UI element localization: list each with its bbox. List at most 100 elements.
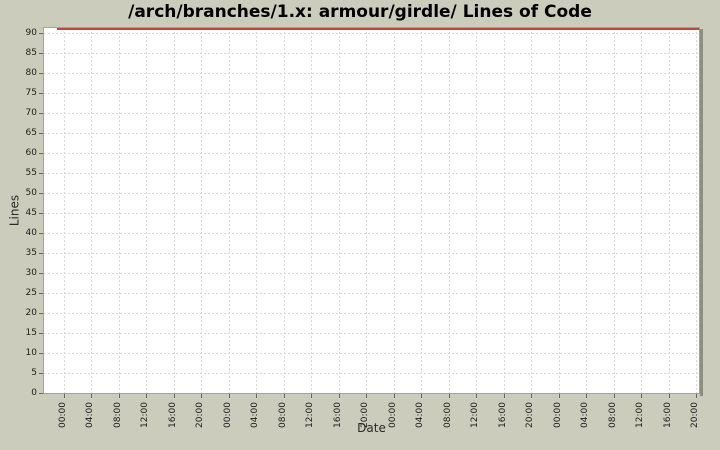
y-tick-25 bbox=[39, 293, 43, 294]
y-tick-label-5: 5 bbox=[31, 368, 37, 378]
y-tick-label-20: 20 bbox=[25, 308, 37, 318]
gridline-v-11 bbox=[366, 28, 368, 393]
y-tick-label-0: 0 bbox=[31, 388, 37, 398]
x-tick-21 bbox=[641, 394, 643, 398]
x-tick-2 bbox=[118, 394, 120, 398]
plot-area bbox=[43, 27, 700, 394]
y-tick-55 bbox=[39, 173, 43, 174]
y-tick-label-25: 25 bbox=[25, 288, 37, 298]
y-tick-35 bbox=[39, 253, 43, 254]
x-tick-16 bbox=[503, 394, 505, 398]
y-tick-70 bbox=[39, 113, 43, 114]
y-tick-label-60: 60 bbox=[25, 148, 37, 158]
y-tick-label-80: 80 bbox=[25, 68, 37, 78]
x-tick-7 bbox=[256, 394, 258, 398]
y-tick-90 bbox=[39, 33, 43, 34]
y-tick-label-70: 70 bbox=[25, 108, 37, 118]
x-tick-5 bbox=[201, 394, 203, 398]
gridline-v-18 bbox=[558, 28, 560, 393]
x-tick-9 bbox=[311, 394, 313, 398]
y-tick-0 bbox=[39, 393, 43, 394]
loc-series-line bbox=[57, 28, 699, 30]
x-tick-19 bbox=[586, 394, 588, 398]
gridline-h-40 bbox=[44, 233, 699, 234]
x-tick-23 bbox=[696, 394, 698, 398]
y-tick-40 bbox=[39, 233, 43, 234]
gridline-v-0 bbox=[64, 28, 65, 393]
gridline-v-22 bbox=[668, 28, 670, 393]
y-tick-75 bbox=[39, 93, 43, 94]
gridline-v-3 bbox=[146, 28, 148, 393]
x-tick-0 bbox=[64, 394, 65, 398]
gridline-h-80 bbox=[44, 73, 699, 74]
gridline-v-19 bbox=[586, 28, 588, 393]
x-tick-11 bbox=[366, 394, 368, 398]
y-tick-85 bbox=[39, 53, 43, 54]
gridline-v-1 bbox=[91, 28, 93, 393]
y-tick-30 bbox=[39, 273, 43, 274]
gridline-h-55 bbox=[44, 173, 699, 174]
y-tick-label-10: 10 bbox=[25, 348, 37, 358]
chart-title: /arch/branches/1.x: armour/girdle/ Lines… bbox=[128, 2, 592, 22]
y-tick-15 bbox=[39, 333, 43, 334]
plot-shadow bbox=[700, 29, 703, 396]
gridline-h-70 bbox=[44, 113, 699, 114]
gridline-h-65 bbox=[44, 133, 699, 134]
y-tick-label-35: 35 bbox=[25, 248, 37, 258]
y-tick-label-85: 85 bbox=[25, 48, 37, 58]
gridline-h-30 bbox=[44, 273, 699, 274]
y-tick-10 bbox=[39, 353, 43, 354]
y-tick-80 bbox=[39, 73, 43, 74]
x-tick-4 bbox=[173, 394, 175, 398]
gridline-h-10 bbox=[44, 353, 699, 354]
gridline-h-25 bbox=[44, 293, 699, 294]
gridline-v-13 bbox=[421, 28, 423, 393]
x-tick-12 bbox=[393, 394, 395, 398]
gridline-h-90 bbox=[44, 33, 699, 34]
y-tick-label-15: 15 bbox=[25, 328, 37, 338]
x-tick-15 bbox=[476, 394, 478, 398]
gridline-v-16 bbox=[503, 28, 505, 393]
gridline-v-14 bbox=[448, 28, 450, 393]
y-tick-65 bbox=[39, 133, 43, 134]
y-tick-label-30: 30 bbox=[25, 268, 37, 278]
gridline-h-5 bbox=[44, 373, 699, 374]
gridline-v-23 bbox=[696, 28, 698, 393]
x-tick-17 bbox=[531, 394, 533, 398]
gridline-v-9 bbox=[311, 28, 313, 393]
x-axis-title: Date bbox=[357, 421, 386, 435]
y-tick-label-50: 50 bbox=[25, 188, 37, 198]
y-tick-50 bbox=[39, 193, 43, 194]
gridline-v-17 bbox=[531, 28, 533, 393]
gridline-h-85 bbox=[44, 53, 699, 54]
x-tick-14 bbox=[448, 394, 450, 398]
gridline-v-4 bbox=[173, 28, 175, 393]
y-tick-label-75: 75 bbox=[25, 88, 37, 98]
y-tick-60 bbox=[39, 153, 43, 154]
x-tick-1 bbox=[91, 394, 93, 398]
gridline-v-12 bbox=[393, 28, 395, 393]
x-tick-8 bbox=[283, 394, 285, 398]
gridline-v-6 bbox=[228, 28, 230, 393]
gridline-v-20 bbox=[613, 28, 615, 393]
gridline-v-15 bbox=[476, 28, 478, 393]
x-tick-10 bbox=[338, 394, 340, 398]
x-tick-18 bbox=[558, 394, 560, 398]
x-tick-13 bbox=[421, 394, 423, 398]
gridline-h-20 bbox=[44, 313, 699, 314]
gridline-v-8 bbox=[283, 28, 285, 393]
gridline-v-10 bbox=[338, 28, 340, 393]
gridline-v-5 bbox=[201, 28, 203, 393]
gridline-h-15 bbox=[44, 333, 699, 334]
y-tick-label-65: 65 bbox=[25, 128, 37, 138]
x-tick-22 bbox=[668, 394, 670, 398]
x-tick-6 bbox=[228, 394, 230, 398]
y-tick-45 bbox=[39, 213, 43, 214]
y-tick-label-45: 45 bbox=[25, 208, 37, 218]
gridline-h-75 bbox=[44, 93, 699, 94]
gridline-v-7 bbox=[256, 28, 258, 393]
gridline-h-45 bbox=[44, 213, 699, 214]
gridline-v-2 bbox=[118, 28, 120, 393]
y-tick-label-40: 40 bbox=[25, 228, 37, 238]
